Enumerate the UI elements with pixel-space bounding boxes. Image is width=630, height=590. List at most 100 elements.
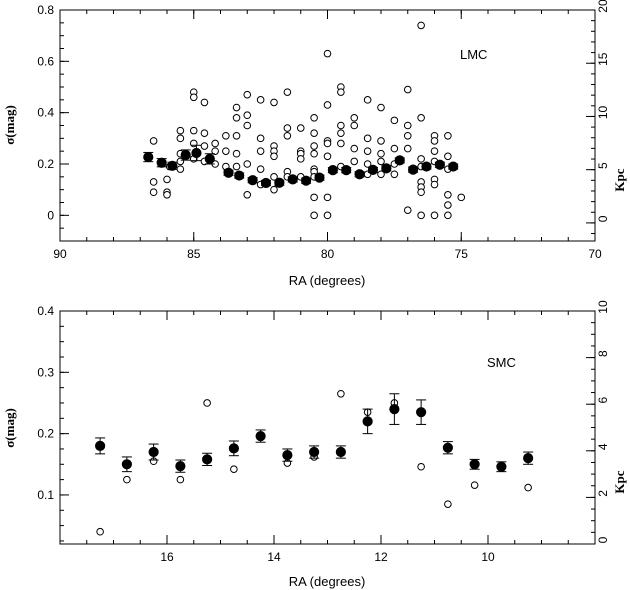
lmc-open-point [337,129,345,137]
lmc-x-tick-label: 70 [588,247,602,261]
lmc-open-point [283,124,292,132]
lmc-open-point [176,165,185,173]
lmc-open-point [337,88,345,96]
lmc-y-right-tick-label: 15 [596,52,610,66]
lmc-filled-point [143,151,154,163]
lmc-open-point [270,152,278,161]
lmc-open-point [243,111,252,120]
lmc-open-point [337,121,345,130]
smc-y-tick-label: 0.1 [37,488,54,502]
smc-y-right-tick-label: 2 [596,490,610,497]
smc-marks [95,389,534,536]
lmc-open-point [417,114,425,122]
lmc-open-point [243,160,252,168]
lmc-annotation: LMC [460,47,487,62]
lmc-open-point [377,170,385,179]
lmc-open-point [444,201,452,209]
lmc-open-point [377,103,385,112]
smc-panel: SMC RA (degrees) σ(mag) Kpc 16 14 12 10 0.1 0… [2,300,627,589]
lmc-filled-point [167,160,178,171]
smc-filled-point [148,446,159,458]
lmc-filled-point [301,175,312,186]
smc-filled-point [282,449,293,461]
lmc-open-point [444,131,452,140]
lmc-open-point [417,211,425,220]
lmc-open-point [323,211,332,220]
lmc-open-point [296,124,305,132]
smc-y-right-tick-label: 8 [596,350,610,357]
lmc-panel: LMC RA (degrees) σ(mag) Kpc 90 85 80 75 70 0 0… [2,0,627,288]
lmc-open-point [403,131,412,140]
lmc-open-point [243,121,252,130]
lmc-open-point [232,131,241,140]
smc-y-tick-label: 0.2 [37,427,54,441]
smc-y-tick-label: 0.4 [37,304,54,318]
smc-filled-point [95,440,106,451]
smc-filled-point [389,404,400,415]
lmc-open-point [350,114,359,122]
lmc-filled-point [274,177,285,188]
smc-filled-point [523,453,534,464]
lmc-open-point [323,49,332,58]
lmc-filled-point [367,164,379,176]
smc-filled-point [121,459,132,470]
lmc-open-point [149,178,158,186]
lmc-open-point [243,191,252,199]
lmc-open-point [377,149,385,158]
smc-y-right-tick-label: 0 [596,536,610,543]
lmc-open-point [444,191,452,199]
lmc-open-point [310,129,318,137]
lmc-filled-point [354,169,365,180]
lmc-y-axis-label: σ(mag) [2,105,17,145]
lmc-open-point [417,188,425,197]
lmc-open-point [243,90,252,99]
lmc-open-point [390,116,399,125]
lmc-open-point [323,193,332,202]
lmc-open-point [390,144,399,153]
lmc-open-point [430,211,439,220]
lmc-open-point [403,121,412,130]
lmc-open-point [430,180,439,189]
lmc-open-point [417,21,425,30]
lmc-open-point [149,137,158,145]
lmc-open-point [323,152,332,161]
lmc-open-point [310,149,318,158]
lmc-open-point [390,170,399,179]
lmc-open-point [222,147,230,155]
lmc-y-right-tick-label: 20 [596,0,610,13]
lmc-open-point [403,85,412,94]
smc-y-right-tick-label: 4 [596,443,610,450]
smc-open-point [444,500,452,508]
smc-x-tick-label: 16 [160,550,174,564]
lmc-open-point [350,121,359,130]
lmc-marks [143,21,466,220]
lmc-open-point [403,144,412,153]
lmc-filled-point [287,174,298,185]
smc-filled-point [228,443,239,454]
lmc-open-point [176,134,185,143]
lmc-open-point [430,147,439,155]
smc-filled-point [255,430,266,442]
lmc-open-point [363,147,372,155]
lmc-open-point [222,131,230,140]
lmc-filled-point [421,161,432,172]
lmc-filled-point [314,172,325,183]
lmc-open-point [232,103,241,112]
lmc-open-point [149,188,158,197]
smc-plot-frame [59,310,596,545]
lmc-x-tick-label: 85 [187,247,201,261]
lmc-open-point [350,144,359,153]
lmc-open-point [350,157,359,166]
lmc-filled-point [381,163,392,174]
smc-filled-point [442,442,453,453]
lmc-y-tick-label: 0.4 [37,106,54,120]
smc-open-point [230,465,238,473]
lmc-open-point [296,155,305,163]
lmc-filled-point [341,165,352,176]
lmc-open-point [444,152,452,161]
lmc-open-point [176,126,185,135]
smc-y-tick-label: 0.3 [37,365,54,379]
smc-open-point [524,483,532,492]
lmc-open-point [270,98,278,107]
lmc-open-point [417,155,425,163]
